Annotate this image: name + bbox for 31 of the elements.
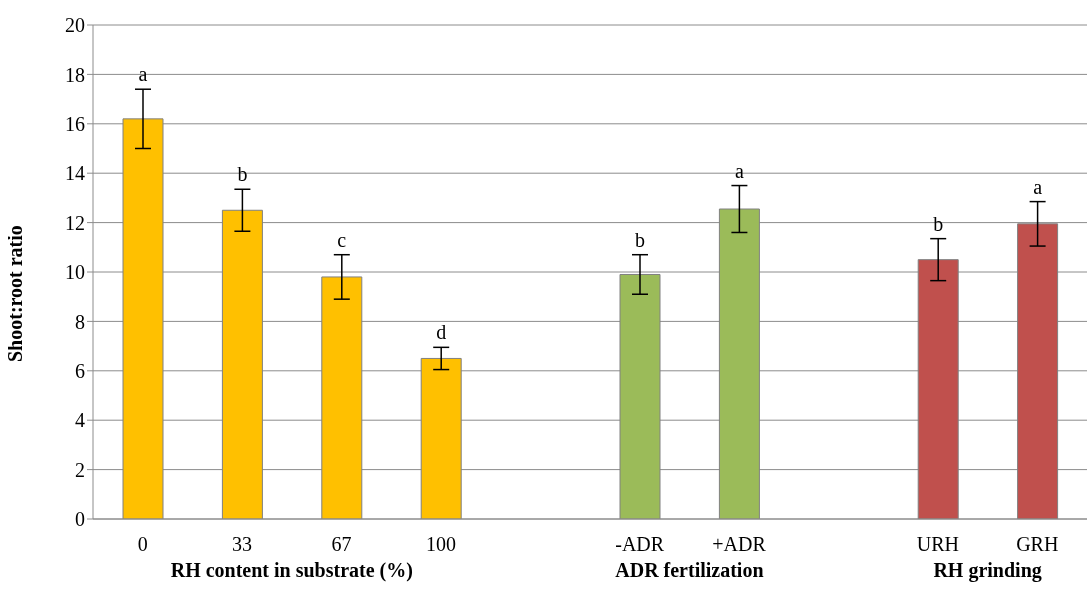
x-tick-label: GRH: [1016, 533, 1059, 556]
y-tick-label: 6: [75, 359, 85, 382]
y-tick-label: 18: [65, 63, 85, 86]
text: RH content in substrate (%): [170, 559, 413, 582]
y-tick-label: 10: [65, 261, 85, 284]
data-label: b: [237, 163, 248, 186]
y-tick-label: 2: [75, 458, 85, 481]
y-tick-label: 0: [75, 508, 85, 531]
data-label: b: [635, 228, 645, 251]
x-tick-label: 67: [331, 533, 352, 556]
x-tick-label: -ADR: [615, 533, 665, 556]
text: RH grinding: [933, 559, 1042, 582]
text: ADR fertilization: [615, 559, 764, 582]
y-axis-title: Shoot:root ratio: [4, 225, 27, 362]
y-tick-label: 16: [65, 112, 85, 135]
data-label: b: [933, 212, 944, 235]
data-label: a: [734, 159, 744, 182]
y-tick-label: 12: [65, 211, 85, 234]
x-tick-label: +ADR: [712, 533, 767, 556]
data-label: c: [337, 228, 347, 251]
y-tick-label: 20: [65, 14, 85, 37]
data-label: a: [138, 63, 148, 86]
data-label: d: [436, 321, 447, 344]
x-tick-label: 0: [137, 533, 148, 556]
y-tick-label: 8: [75, 310, 85, 333]
x-tick-label: 100: [425, 533, 456, 556]
y-tick-label: 14: [65, 162, 85, 185]
y-tick-label: 4: [75, 409, 85, 432]
data-label: a: [1033, 175, 1043, 198]
x-tick-label: URH: [916, 533, 960, 556]
x-tick-label: 33: [232, 533, 253, 556]
